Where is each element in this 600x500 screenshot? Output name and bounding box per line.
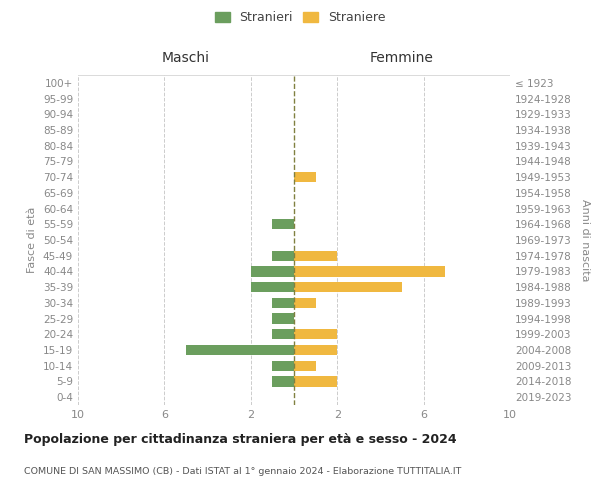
Bar — [272, 376, 294, 386]
Bar — [294, 250, 337, 261]
Bar — [272, 329, 294, 340]
Bar — [294, 282, 402, 292]
Bar — [272, 298, 294, 308]
Y-axis label: Anni di nascita: Anni di nascita — [580, 198, 590, 281]
Bar — [272, 360, 294, 371]
Legend: Stranieri, Straniere: Stranieri, Straniere — [215, 11, 386, 24]
Bar — [294, 376, 337, 386]
Bar — [251, 282, 294, 292]
Text: Femmine: Femmine — [370, 51, 434, 65]
Text: Popolazione per cittadinanza straniera per età e sesso - 2024: Popolazione per cittadinanza straniera p… — [24, 432, 457, 446]
Bar — [186, 345, 294, 355]
Bar — [272, 314, 294, 324]
Text: Maschi: Maschi — [162, 51, 210, 65]
Bar — [294, 172, 316, 182]
Bar — [294, 266, 445, 276]
Bar — [294, 345, 337, 355]
Bar — [294, 298, 316, 308]
Bar — [272, 250, 294, 261]
Bar — [251, 266, 294, 276]
Bar — [294, 360, 316, 371]
Bar — [294, 329, 337, 340]
Bar — [272, 219, 294, 230]
Text: COMUNE DI SAN MASSIMO (CB) - Dati ISTAT al 1° gennaio 2024 - Elaborazione TUTTIT: COMUNE DI SAN MASSIMO (CB) - Dati ISTAT … — [24, 468, 461, 476]
Y-axis label: Fasce di età: Fasce di età — [28, 207, 37, 273]
